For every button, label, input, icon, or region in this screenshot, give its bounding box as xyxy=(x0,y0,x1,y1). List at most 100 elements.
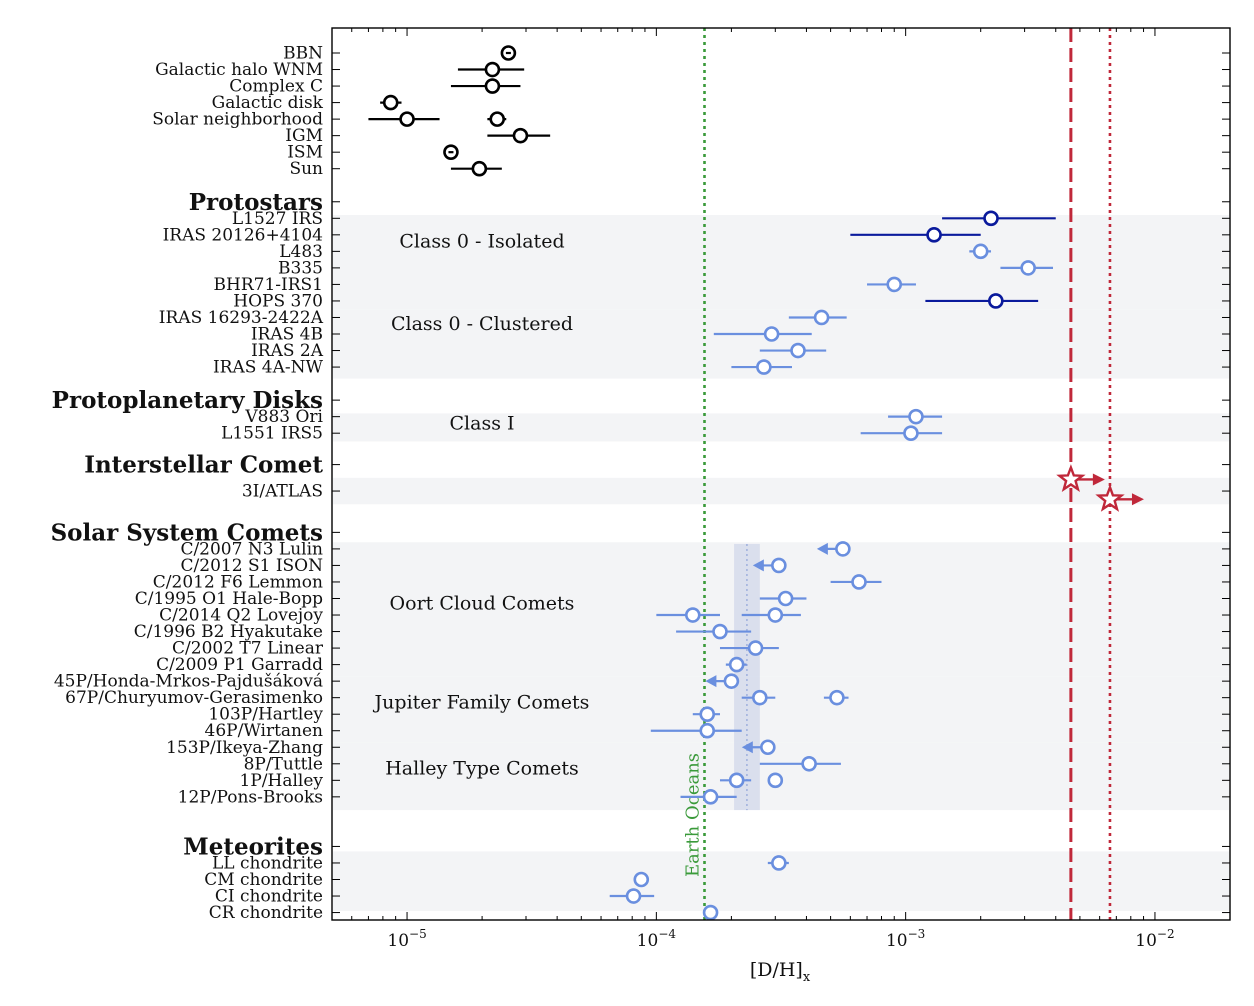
row-label: C/1995 O1 Hale-Bopp xyxy=(135,589,323,609)
row-label: 12P/Pons-Brooks xyxy=(178,787,323,807)
circle-marker xyxy=(983,210,999,227)
data-point xyxy=(731,359,792,375)
comet-reference-region xyxy=(734,543,760,811)
data-point xyxy=(443,144,459,160)
circle-marker xyxy=(771,855,787,871)
data-point xyxy=(676,623,752,640)
row-label: 3I/ATLAS xyxy=(242,482,323,502)
limit-arrow-head xyxy=(741,741,753,754)
limit-arrow-head xyxy=(705,675,717,688)
data-point xyxy=(702,904,719,921)
data-point xyxy=(816,541,851,557)
data-point xyxy=(1095,483,1144,512)
data-point xyxy=(719,772,752,789)
group-label: Jupiter Family Comets xyxy=(373,692,590,714)
data-point xyxy=(759,590,807,607)
circle-marker xyxy=(813,309,830,326)
data-point xyxy=(450,78,521,94)
x-tick-label: 10−5 xyxy=(387,927,426,951)
row-label: 45P/Honda-Mrkos-Pajdušáková xyxy=(54,672,323,692)
section-header: Interstellar Comet xyxy=(84,452,323,479)
data-point xyxy=(500,45,517,61)
circle-marker xyxy=(790,342,806,359)
reference-line-label: Earth Oceans xyxy=(682,753,703,877)
data-point xyxy=(380,94,402,111)
circle-marker xyxy=(763,326,780,342)
circle-marker xyxy=(926,227,942,243)
row-label: 67P/Churyumov-Gerasimenko xyxy=(65,688,323,708)
circle-marker xyxy=(399,111,415,127)
row-label: IGM xyxy=(285,126,323,146)
row-label: L1551 IRS5 xyxy=(221,424,323,444)
x-axis-ticks: 10−5 10−4 10−3 10−2 xyxy=(351,28,1231,951)
row-label: 1P/Halley xyxy=(240,771,324,791)
row-label: CR chondrite xyxy=(209,903,323,923)
data-point xyxy=(823,689,849,706)
row-label: C/2002 T7 Linear xyxy=(172,639,324,659)
row-label: L1527 IRS xyxy=(232,209,323,229)
limit-arrow-head xyxy=(816,542,828,555)
data-point xyxy=(487,127,551,144)
circle-marker xyxy=(625,888,642,904)
circle-marker xyxy=(484,78,501,94)
circle-marker xyxy=(801,755,817,772)
row-label: Galactic halo WNM xyxy=(155,60,323,80)
data-point xyxy=(759,755,841,772)
circle-marker xyxy=(835,541,851,557)
circle-marker xyxy=(771,557,787,574)
row-label: Sun xyxy=(289,159,323,179)
circle-marker xyxy=(756,359,772,375)
section-header: Protoplanetary Disks xyxy=(52,387,323,414)
circle-marker xyxy=(829,689,845,706)
row-label: Complex C xyxy=(229,77,323,97)
row-label: C/2012 F6 Lemmon xyxy=(153,572,323,592)
data-point xyxy=(942,210,1056,227)
data-point xyxy=(969,243,992,260)
data-point xyxy=(850,227,981,243)
data-point xyxy=(656,607,720,623)
star-marker xyxy=(1056,464,1086,493)
row-label: C/2012 S1 ISON xyxy=(181,556,324,576)
group-labels: Class 0 - Isolated Class 0 - Clustered Cla… xyxy=(373,230,590,779)
data-point xyxy=(633,871,650,888)
circle-marker xyxy=(851,574,867,590)
data-point xyxy=(713,326,812,342)
section-header: Solar System Comets xyxy=(51,519,323,546)
row-label: C/2014 Q2 Lovejoy xyxy=(159,606,323,626)
data-point xyxy=(692,706,720,723)
row-label: ISM xyxy=(287,143,323,163)
data-point xyxy=(767,855,789,871)
row-label: L483 xyxy=(279,242,323,262)
row-label: IRAS 20126+4104 xyxy=(163,225,323,245)
limit-arrow-head xyxy=(752,559,764,572)
data-point xyxy=(752,557,787,574)
row-label: B335 xyxy=(278,258,323,278)
row-label: IRAS 4A-NW xyxy=(213,358,324,378)
circle-marker xyxy=(712,623,728,640)
circle-marker xyxy=(752,689,768,706)
section-header: Meteorites xyxy=(183,833,323,860)
group-label: Class 0 - Clustered xyxy=(391,313,573,335)
row-label: LL chondrite xyxy=(212,853,323,873)
category-bands xyxy=(333,214,1229,911)
data-point xyxy=(767,772,784,789)
data-point xyxy=(830,574,882,590)
data-point xyxy=(609,888,655,904)
row-label: C/1996 B2 Hyakutake xyxy=(134,622,323,642)
row-label: BBN xyxy=(283,44,323,64)
row-label: Solar neighborhood xyxy=(152,110,323,130)
row-label: IRAS 2A xyxy=(251,341,324,361)
circle-marker xyxy=(760,739,776,756)
row-label: V883 Ori xyxy=(244,407,323,427)
category-band xyxy=(333,477,1229,505)
circle-marker xyxy=(728,772,745,789)
circle-marker xyxy=(484,61,501,78)
circle-marker xyxy=(382,94,399,111)
circle-marker xyxy=(1020,260,1036,276)
row-label: CI chondrite xyxy=(215,887,323,907)
data-point xyxy=(741,739,776,756)
circle-marker xyxy=(702,904,719,921)
data-point xyxy=(650,722,742,739)
data-point xyxy=(759,342,827,359)
